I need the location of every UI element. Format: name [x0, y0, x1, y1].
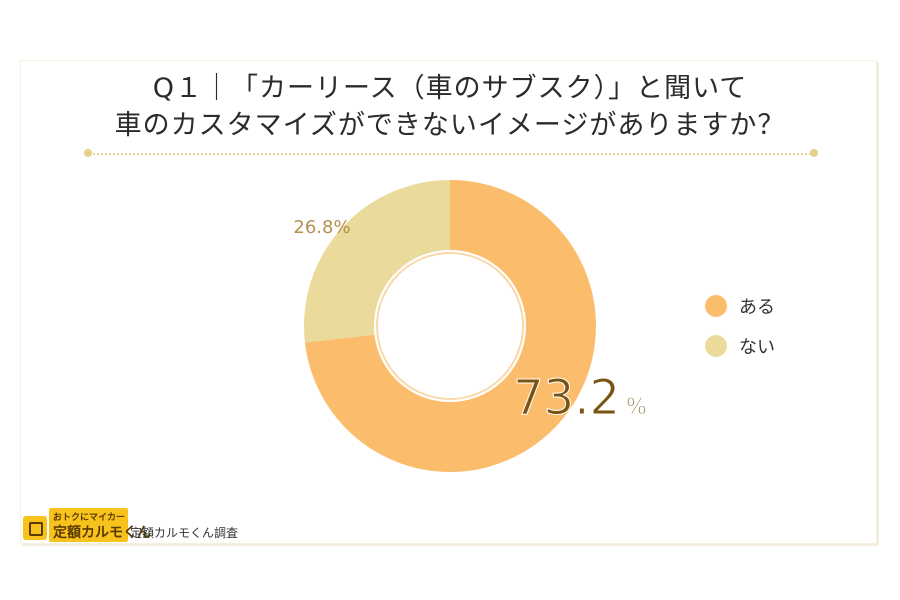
source-note: 定額カルモくん調査: [130, 526, 239, 540]
data-label-aru: 73.2%: [513, 370, 647, 426]
donut-hole: [374, 250, 526, 402]
logo-name: 定額カルモくん: [53, 525, 151, 541]
title-divider: [86, 153, 814, 157]
legend-label-nai: ない: [739, 337, 775, 358]
title-line-1: Q１｜「カーリース（車のサブスク）」と聞いて: [152, 73, 748, 104]
slice-aru: [304, 180, 596, 472]
slice-nai: [304, 179, 450, 343]
brand-logo: おトクにマイカー 定額カルモくん: [23, 508, 151, 542]
car-icon: [23, 516, 47, 540]
divider-dot-left: [84, 149, 92, 157]
legend-item-aru: ある: [705, 295, 775, 318]
legend-swatch-aru: [705, 295, 727, 317]
data-label-aru-unit: %: [626, 395, 647, 420]
data-label-aru-value: 73.2: [513, 370, 620, 426]
title-line-2: 車のカスタマイズができないイメージがありますか？: [114, 110, 786, 141]
legend-swatch-nai: [705, 335, 727, 357]
legend: ある ない: [705, 295, 775, 375]
divider-dot-right: [810, 149, 818, 157]
legend-label-aru: ある: [739, 297, 775, 318]
legend-item-nai: ない: [705, 335, 775, 358]
logo-badge: [49, 508, 128, 542]
data-label-nai: 26.8%: [293, 217, 350, 238]
donut-inner-ring: [376, 252, 524, 400]
logo-tagline: おトクにマイカー: [53, 513, 126, 523]
chart-title: Q１｜「カーリース（車のサブスク）」と聞いて 車のカスタマイズができないイメージ…: [0, 70, 900, 144]
